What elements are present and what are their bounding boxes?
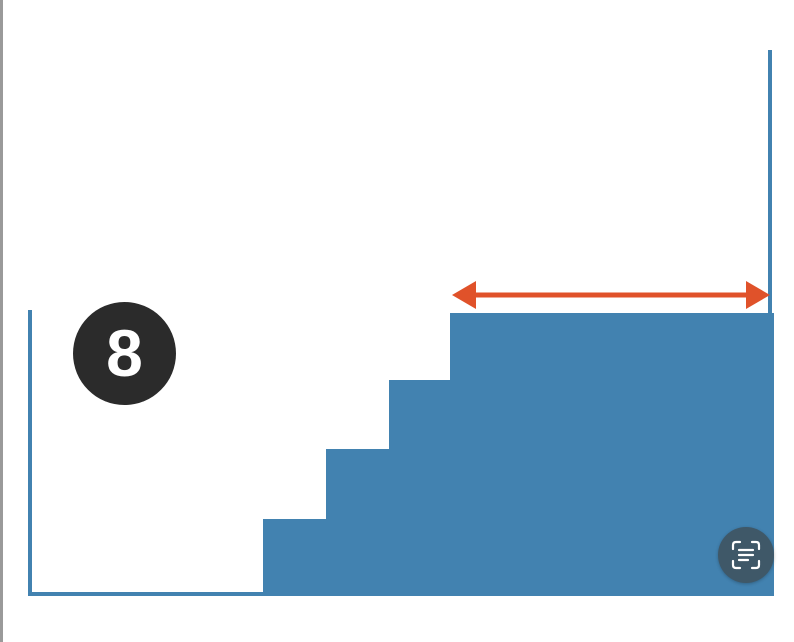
text-scan-icon: [731, 540, 761, 570]
window-left-border: [0, 0, 3, 642]
staircase-fill: [263, 313, 774, 594]
width-arrow-right-head: [746, 281, 770, 309]
width-arrow-left-head: [452, 281, 476, 309]
step-number-badge: 8: [73, 302, 176, 405]
scan-text-button[interactable]: [718, 527, 774, 583]
